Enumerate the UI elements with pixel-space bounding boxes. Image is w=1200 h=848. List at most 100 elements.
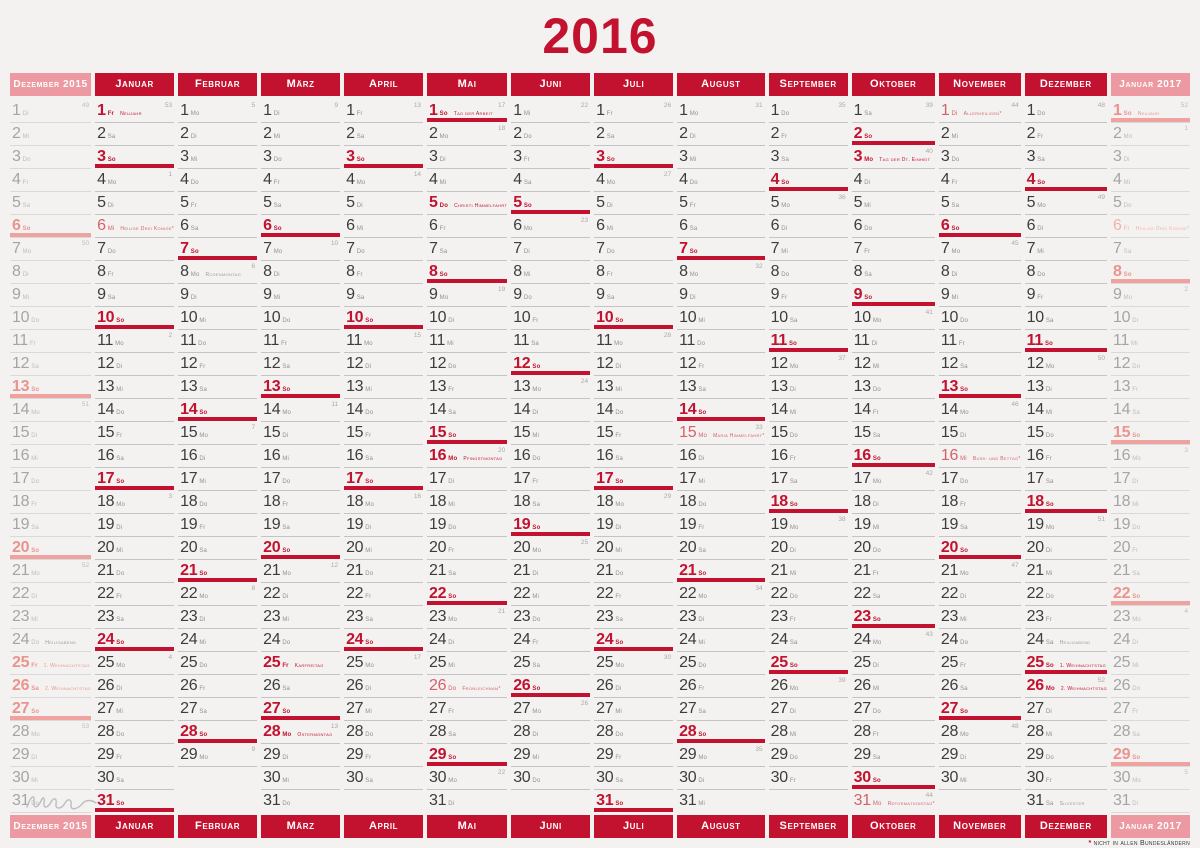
sunday-bar <box>1024 348 1108 352</box>
weekday-abbr: Mi <box>781 249 788 255</box>
holiday-label: Reformationstag* <box>887 801 935 807</box>
day-mai-5: 5 Do Christi Himmelfahrt <box>427 192 508 215</box>
weekday-abbr: Sa <box>1132 410 1140 416</box>
day-number: 30 <box>940 769 959 786</box>
weekday-abbr: Di <box>1037 226 1044 232</box>
day-number: 9 <box>1026 286 1036 303</box>
day-number: 30 <box>1113 769 1131 786</box>
day-number: 14 <box>513 401 531 418</box>
sunday-bar <box>344 164 424 168</box>
weekday-abbr: Mi <box>1045 732 1053 738</box>
day-november-7: 7 Mo 45 <box>938 238 1021 261</box>
weekday-abbr: Mo <box>532 387 542 393</box>
day-september-3: 3 Sa <box>768 146 848 169</box>
sunday-bar <box>10 394 92 398</box>
day-number: 8 <box>770 263 780 280</box>
day-number: 11 <box>1113 332 1130 349</box>
day-number: 2 <box>263 125 272 142</box>
day-number: 26 <box>940 677 959 694</box>
weekday-abbr: So <box>116 479 125 485</box>
day-number: 3 <box>513 148 522 165</box>
day-number: 4 <box>180 171 189 188</box>
day-januar-2017-27: 27 Fr <box>1111 698 1190 721</box>
weekday-abbr: So <box>273 226 282 232</box>
weekday-abbr: Mi <box>698 318 706 324</box>
day-number: 18 <box>429 493 447 510</box>
day-number: 7 <box>97 240 106 257</box>
sunday-bar <box>178 256 258 260</box>
day-number: 27 <box>770 700 789 717</box>
weekday-abbr: Mo <box>960 732 969 738</box>
day-dezember-2015-7: 7 Mo 50 <box>10 238 92 261</box>
day-number: 11 <box>97 332 114 349</box>
weekday-abbr: Mo <box>523 226 533 232</box>
day-number: 7 <box>346 240 355 257</box>
sunday-bar <box>768 670 848 674</box>
day-number: 24 <box>1026 631 1045 648</box>
day-oktober-1: 1 Sa 39 <box>851 100 935 123</box>
day-april-19: 19 Di <box>344 514 424 537</box>
day-april-29: 29 Fr <box>344 744 424 767</box>
day-juni-11: 11 Sa <box>511 330 591 353</box>
day-number: 9 <box>853 286 863 303</box>
day-number: 3 <box>596 148 605 165</box>
weekday-abbr: Fr <box>523 157 530 163</box>
day-dezember-11: 11 So <box>1024 330 1108 353</box>
weekday-abbr: So <box>523 203 532 209</box>
week-number: 11 <box>331 401 339 408</box>
day-dezember-2015-16: 16 Mi <box>10 445 92 468</box>
day-number: 29 <box>596 746 614 763</box>
day-number: 9 <box>346 286 355 303</box>
day-number: 3 <box>770 148 780 165</box>
day-number: 18 <box>513 493 531 510</box>
day-april-1: 1 Fr 13 <box>344 100 424 123</box>
day-januar-16: 16 Sa <box>95 445 175 468</box>
day-number: 27 <box>679 700 697 717</box>
weekday-abbr: Sa <box>199 548 208 554</box>
weekday-abbr: Sa <box>789 640 798 646</box>
day-number: 22 <box>940 585 959 602</box>
day-number: 6 <box>180 217 189 234</box>
day-juli-31: 31 So <box>594 790 674 813</box>
day-number: 13 <box>97 378 115 395</box>
day-mai-30: 30 Mo 22 <box>427 767 508 790</box>
day-number: 3 <box>853 148 863 165</box>
day-number: 21 <box>346 562 364 579</box>
day-juni-17: 17 Fr <box>511 468 591 491</box>
sunday-bar <box>938 233 1021 237</box>
day-maerz-27: 27 So <box>261 698 341 721</box>
sunday-bar <box>178 739 258 743</box>
footnote-asterisk: * <box>1088 840 1092 847</box>
day-november-30: 30 Mi <box>938 767 1021 790</box>
day-number: 12 <box>770 355 789 372</box>
day-number: 26 <box>429 677 447 694</box>
day-dezember-2015-8: 8 Di <box>10 261 92 284</box>
day-number: 17 <box>679 470 697 487</box>
day-number: 28 <box>596 723 614 740</box>
day-mai-8: 8 So <box>427 261 508 284</box>
weekday-abbr: Sa <box>1045 801 1054 807</box>
weekday-abbr: Fr <box>960 502 967 508</box>
weekday-abbr: So <box>365 318 374 324</box>
day-april-16: 16 Sa <box>344 445 424 468</box>
day-februar-24: 24 Mi <box>178 629 258 652</box>
weekday-abbr: Di <box>116 364 123 370</box>
weekday-abbr: Mi <box>698 640 706 646</box>
day-mai-29: 29 So <box>427 744 508 767</box>
day-april-18: 18 Mo 16 <box>344 491 424 514</box>
weekday-abbr: So <box>532 525 541 531</box>
day-number: 13 <box>853 378 872 395</box>
weekday-abbr: So <box>1123 111 1132 117</box>
day-september-22: 22 Do <box>768 583 848 606</box>
month-column-februar: Februar 1 Mo 5 2 Di 3 Mi 4 Do 5 Fr 6 Sa 7 So 8 Mo Rosenmon… <box>178 73 258 838</box>
day-number: 5 <box>97 194 106 211</box>
day-number: 18 <box>770 493 789 510</box>
day-number: 10 <box>263 309 281 326</box>
day-januar-8: 8 Fr <box>95 261 175 284</box>
day-number: 13 <box>1113 378 1131 395</box>
day-number: 25 <box>12 654 30 671</box>
weekday-abbr: Fr <box>615 755 622 761</box>
day-number: 15 <box>1113 424 1131 441</box>
day-september-27: 27 Di <box>768 698 848 721</box>
day-number: 10 <box>679 309 697 326</box>
